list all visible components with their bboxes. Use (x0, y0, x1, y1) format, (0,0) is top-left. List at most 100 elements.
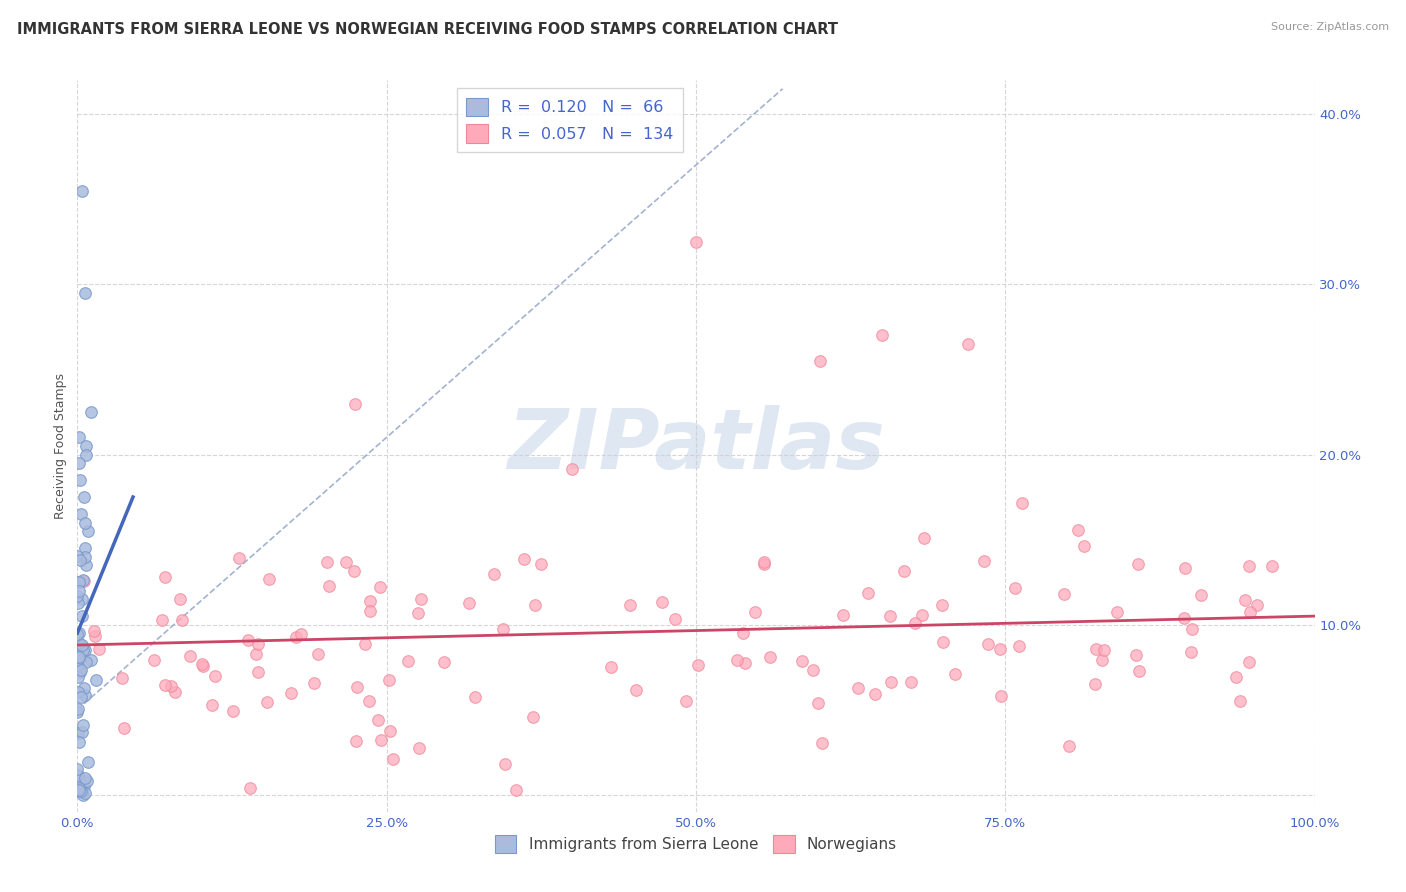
Point (191, 659, 214, 673)
Point (69, 782, 91, 797)
Point (522, 710, 544, 724)
Point (1073, 539, 1095, 553)
Point (72, 574, 94, 588)
Point (1091, 653, 1114, 667)
Point (893, 564, 915, 578)
Point (73, 549, 96, 564)
Point (1239, 558, 1261, 573)
Point (865, 687, 887, 701)
Point (169, 591, 191, 606)
Point (957, 337, 980, 351)
Point (76, 439, 98, 453)
Point (70, 724, 93, 739)
Point (856, 586, 879, 600)
Point (153, 678, 176, 692)
Point (1234, 593, 1257, 607)
Point (73, 285, 96, 300)
Point (247, 637, 270, 651)
Point (530, 558, 553, 572)
Point (79, 405, 101, 419)
Point (69, 650, 91, 665)
Point (73, 643, 96, 657)
Point (72, 642, 94, 657)
Point (1067, 524, 1090, 538)
Point (943, 667, 966, 681)
Point (179, 648, 201, 663)
Point (73, 541, 96, 555)
Point (201, 698, 224, 713)
Point (284, 630, 307, 644)
Point (67, 575, 90, 590)
Point (377, 673, 399, 687)
Point (257, 572, 280, 586)
Point (163, 684, 186, 698)
Point (66, 627, 89, 641)
Point (73, 490, 96, 504)
Point (66, 726, 89, 740)
Point (790, 654, 813, 668)
Point (624, 683, 647, 698)
Point (67, 456, 90, 470)
Point (343, 564, 366, 578)
Point (69, 772, 91, 787)
Point (67, 574, 90, 589)
Point (1125, 648, 1147, 662)
Legend: Immigrants from Sierra Leone, Norwegians: Immigrants from Sierra Leone, Norwegians (489, 829, 903, 859)
Point (143, 653, 166, 667)
Point (76, 524, 98, 538)
Point (879, 609, 901, 624)
Text: ZIPatlas: ZIPatlas (508, 406, 884, 486)
Point (72, 184, 94, 198)
Point (1225, 670, 1247, 684)
Point (619, 598, 641, 612)
Point (990, 689, 1012, 703)
Point (359, 594, 381, 608)
Point (1173, 610, 1195, 624)
Point (976, 637, 998, 651)
Point (76, 756, 98, 770)
Point (346, 681, 368, 695)
Point (1085, 642, 1108, 657)
Point (733, 625, 755, 640)
Point (752, 557, 775, 571)
Point (150, 613, 173, 627)
Point (368, 580, 391, 594)
Point (204, 669, 226, 683)
Point (239, 781, 262, 796)
Point (406, 607, 429, 621)
Point (70, 638, 93, 652)
Point (73, 681, 96, 695)
Point (89, 642, 111, 657)
Point (307, 647, 329, 661)
Point (73, 779, 96, 793)
Point (111, 671, 134, 685)
Point (67, 782, 90, 797)
Point (911, 607, 934, 622)
Point (832, 608, 855, 623)
Point (80, 653, 103, 667)
Point (1229, 694, 1251, 708)
Text: IMMIGRANTS FROM SIERRA LEONE VS NORWEGIAN RECEIVING FOOD STAMPS CORRELATION CHAR: IMMIGRANTS FROM SIERRA LEONE VS NORWEGIA… (17, 22, 838, 37)
Point (599, 660, 621, 674)
Point (256, 695, 278, 709)
Point (75, 655, 97, 669)
Point (1126, 557, 1149, 571)
Point (73, 786, 96, 800)
Point (245, 647, 267, 661)
Point (752, 555, 775, 569)
Point (367, 713, 389, 727)
Point (75, 558, 97, 572)
Point (807, 696, 830, 710)
Point (810, 736, 832, 750)
Point (67, 596, 90, 610)
Point (354, 637, 377, 651)
Point (1084, 677, 1107, 691)
Point (561, 462, 583, 476)
Point (69, 663, 91, 677)
Point (685, 235, 707, 249)
Point (744, 605, 766, 619)
Point (67, 626, 90, 640)
Point (464, 690, 486, 704)
Point (370, 733, 392, 747)
Point (75, 448, 97, 462)
